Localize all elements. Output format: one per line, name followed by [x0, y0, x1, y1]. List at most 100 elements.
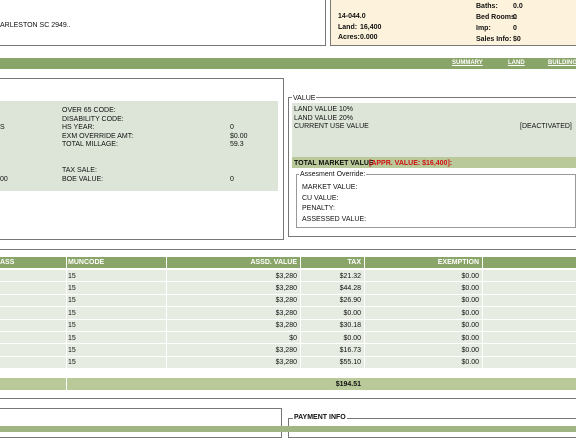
summary-label: Baths: — [476, 3, 498, 10]
summary-box — [330, 0, 576, 46]
field-label: HS YEAR: — [62, 124, 95, 131]
table-cell: 15 — [68, 334, 76, 342]
table-cell: 15 — [68, 284, 76, 292]
table-row — [0, 332, 576, 344]
table-cell: 15 — [68, 359, 76, 367]
legend: VALUE — [292, 94, 317, 103]
total-market-bar — [292, 157, 576, 168]
column-header: EXEMPTION — [437, 259, 479, 266]
status: [DEACTIVATED] — [520, 123, 572, 130]
summary-label: Imp: — [476, 25, 491, 32]
exemption-panel — [0, 101, 278, 191]
payment-box — [0, 408, 282, 438]
summary-value: 0 — [513, 25, 517, 32]
table-cell: $3,280 — [275, 359, 297, 367]
table-cell: $0.00 — [461, 309, 479, 317]
table-cell: $0.00 — [343, 309, 361, 317]
summary-value: 0.0 — [513, 3, 523, 10]
field-label: TOTAL MILLAGE: — [62, 141, 118, 148]
table-cell: $0.00 — [461, 322, 479, 330]
value-line: CURRENT USE VALUE — [294, 123, 369, 130]
value-line: LAND VALUE 10% — [294, 106, 354, 113]
override-label: PENALTY: — [302, 205, 335, 212]
address: ARLESTON SC 2949.. — [0, 22, 71, 29]
table-cell: $3,280 — [275, 272, 297, 280]
address-box — [0, 0, 326, 46]
field-label: TAX SALE: — [62, 167, 97, 174]
table-cell: $16.73 — [339, 346, 361, 354]
table-box — [0, 249, 576, 399]
table-cell: $26.90 — [339, 297, 361, 305]
table-cell: 15 — [68, 346, 76, 354]
table-cell: $0.00 — [461, 346, 479, 354]
table-cell: $0.00 — [461, 272, 479, 280]
total-row — [0, 378, 576, 390]
table-total: $194.51 — [335, 380, 361, 388]
column-divider — [66, 378, 67, 390]
nav-link[interactable]: LAND — [508, 60, 525, 66]
cut-text: S — [0, 124, 5, 131]
override-legend: Assesment Override: — [299, 170, 367, 179]
table-row — [0, 356, 576, 369]
table-cell: $3,280 — [275, 284, 297, 292]
summary-value: 0.000 — [360, 34, 378, 41]
column-divider — [364, 269, 365, 370]
nav-bar — [0, 58, 576, 69]
override-label: ASSESSED VALUE: — [302, 215, 367, 223]
total-label: TOTAL MARKET VALUE — [294, 159, 374, 167]
column-divider — [166, 269, 167, 370]
exemption-box — [0, 78, 284, 240]
field-label: EXM OVERRIDE AMT: — [62, 132, 134, 140]
table-cell: $0.00 — [461, 297, 479, 305]
field-label: DISABILITY CODE: — [62, 115, 124, 123]
parcel: 14-044.0 — [338, 13, 366, 20]
table-row — [0, 294, 576, 307]
table-cell: $0.00 — [343, 334, 361, 342]
payment-strip — [0, 426, 576, 432]
table-cell: 15 — [68, 322, 76, 330]
table-cell: $0.00 — [461, 359, 479, 367]
summary-value: $0 — [513, 36, 521, 43]
table-row — [0, 319, 576, 331]
appraised: [APPR. VALUE: $16,400]: — [369, 159, 453, 167]
table-cell: $21.32 — [339, 272, 361, 280]
cut-text: 00 — [0, 176, 8, 183]
value-line: LAND VALUE 20% — [294, 114, 354, 122]
table-row — [0, 270, 576, 282]
table-cell: $3,280 — [275, 346, 297, 354]
summary-label: Land: — [338, 24, 358, 31]
payment-legend: PAYMENT INFO — [293, 413, 347, 422]
nav-link[interactable]: BUILDING — [548, 60, 576, 66]
summary-label: Acres: — [338, 34, 360, 41]
column-divider — [66, 269, 67, 370]
table-cell: $44.28 — [339, 284, 361, 292]
field-value: 0 — [230, 124, 234, 131]
field-value: 59.3 — [230, 141, 244, 148]
summary-label: Bed Rooms: — [476, 14, 518, 21]
table-cell: 15 — [68, 272, 76, 280]
field-label: BOE VALUE: — [62, 176, 104, 183]
summary-value: 16,400 — [360, 24, 382, 31]
column-divider — [482, 269, 483, 370]
override-label: CU VALUE: — [302, 194, 339, 202]
table-header — [0, 257, 576, 268]
table-cell: $30.18 — [339, 322, 361, 330]
table-cell: $3,280 — [275, 309, 297, 317]
table-cell: 15 — [68, 297, 76, 305]
summary-value: 0 — [513, 14, 517, 21]
value-box — [288, 97, 576, 237]
column-header: ASS — [0, 259, 15, 266]
table-row — [0, 344, 576, 356]
summary-label: Sales Info: — [476, 36, 512, 43]
override-label: MARKET VALUE: — [302, 184, 358, 191]
table-row — [0, 307, 576, 319]
value-panel — [292, 103, 576, 157]
table-cell: 15 — [68, 309, 76, 317]
table-cell: $0.00 — [461, 334, 479, 342]
field-label: OVER 65 CODE: — [62, 107, 116, 114]
table-cell: $3,280 — [275, 322, 297, 330]
nav-link[interactable]: SUMMARY — [452, 60, 483, 66]
table-row — [0, 282, 576, 294]
column-header: MUNCODE — [68, 259, 105, 266]
